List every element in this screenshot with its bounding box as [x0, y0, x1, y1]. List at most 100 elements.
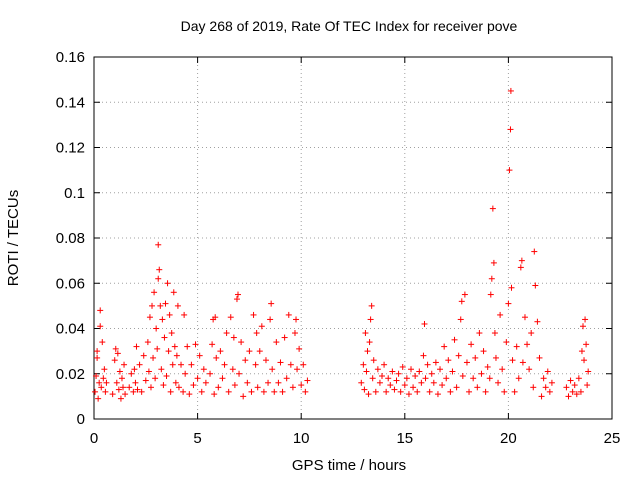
data-point	[366, 339, 373, 346]
data-point	[265, 379, 272, 386]
data-point	[213, 354, 220, 361]
data-point	[168, 330, 175, 337]
data-point	[158, 366, 165, 373]
data-point	[97, 323, 104, 330]
data-point	[455, 352, 462, 359]
data-point	[166, 311, 173, 318]
data-point	[538, 393, 545, 400]
data-point	[461, 291, 468, 298]
data-point	[273, 339, 280, 346]
data-point	[565, 393, 572, 400]
data-point	[92, 388, 99, 395]
data-point	[484, 363, 491, 370]
data-point	[211, 391, 218, 398]
x-tick-label: 0	[90, 430, 98, 447]
data-point	[463, 359, 470, 366]
data-point	[93, 373, 100, 380]
data-point	[103, 379, 110, 386]
data-point	[256, 348, 263, 355]
data-point	[171, 343, 178, 350]
data-point	[96, 379, 103, 386]
data-point	[421, 320, 428, 327]
data-point	[244, 379, 251, 386]
data-point	[277, 359, 284, 366]
data-point	[157, 302, 164, 309]
data-point	[474, 384, 481, 391]
data-point	[136, 361, 143, 368]
data-point	[233, 296, 240, 303]
data-point	[231, 382, 238, 389]
data-point	[267, 316, 274, 323]
data-point	[441, 343, 448, 350]
data-point	[159, 316, 166, 323]
data-point	[120, 384, 127, 391]
data-point	[285, 311, 292, 318]
data-point	[434, 391, 441, 398]
data-point	[269, 366, 276, 373]
data-point	[192, 341, 199, 348]
y-tick-label: 0.02	[56, 366, 85, 383]
data-point	[399, 363, 406, 370]
data-point	[577, 388, 584, 395]
data-point	[130, 388, 137, 395]
data-point	[253, 330, 260, 337]
data-point	[513, 343, 520, 350]
axis-ticks	[93, 56, 613, 420]
data-point	[227, 314, 234, 321]
data-point	[260, 388, 267, 395]
data-point	[126, 384, 133, 391]
data-point	[304, 377, 311, 384]
data-point	[217, 348, 224, 355]
y-axis-label: ROTI / TECUs	[5, 190, 22, 286]
data-point	[240, 393, 247, 400]
data-point	[138, 388, 145, 395]
data-point	[480, 348, 487, 355]
data-point	[238, 339, 245, 346]
data-point	[526, 366, 533, 373]
data-point	[133, 343, 140, 350]
data-point	[414, 388, 421, 395]
data-point	[154, 345, 161, 352]
data-point	[182, 370, 189, 377]
data-point	[367, 316, 374, 323]
data-point	[362, 330, 369, 337]
data-point	[235, 291, 242, 298]
x-tick-labels: 0 5 10 15 20 25	[90, 430, 621, 447]
data-point	[196, 352, 203, 359]
data-point	[395, 370, 402, 377]
data-point	[209, 341, 216, 348]
data-point	[111, 357, 118, 364]
data-point	[242, 357, 249, 364]
data-point	[175, 384, 182, 391]
data-point	[582, 316, 589, 323]
data-point	[184, 343, 191, 350]
data-point	[528, 330, 535, 337]
data-point	[540, 375, 547, 382]
data-point	[584, 382, 591, 389]
data-point	[155, 275, 162, 282]
data-point	[379, 373, 386, 380]
data-point	[451, 336, 458, 343]
data-point	[250, 311, 257, 318]
data-point	[542, 384, 549, 391]
data-point	[170, 289, 177, 296]
y-tick-label: 0.16	[56, 49, 85, 66]
data-point	[503, 339, 510, 346]
data-point	[360, 361, 367, 368]
data-point	[478, 370, 485, 377]
data-point	[432, 359, 439, 366]
data-point	[268, 300, 275, 307]
data-point	[291, 330, 298, 337]
data-point	[447, 388, 454, 395]
data-point	[97, 307, 104, 314]
data-point	[156, 266, 163, 273]
data-point	[492, 354, 499, 361]
data-point	[254, 384, 261, 391]
data-point	[458, 298, 465, 305]
data-point	[495, 379, 502, 386]
y-tick-label: 0.04	[56, 321, 85, 338]
data-point	[289, 384, 296, 391]
data-point	[567, 377, 574, 384]
data-point	[408, 366, 415, 373]
data-point	[149, 302, 156, 309]
